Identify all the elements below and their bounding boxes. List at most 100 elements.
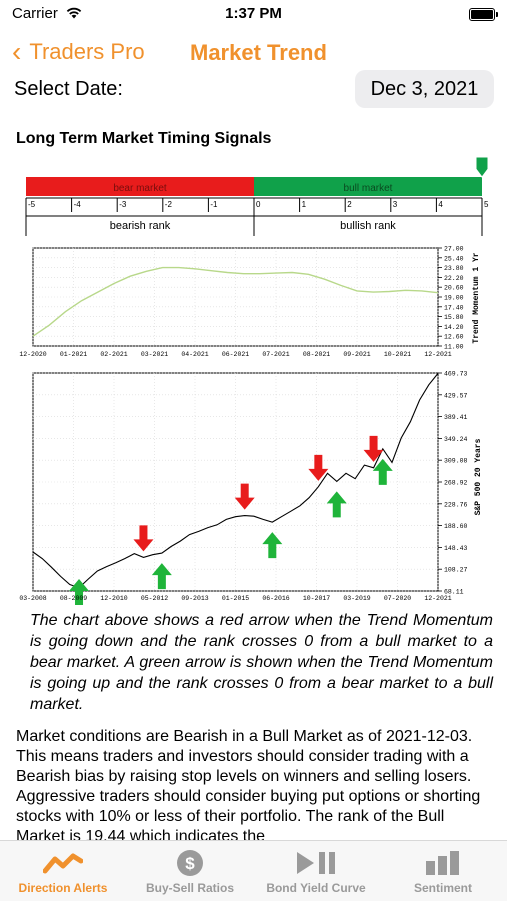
rank-tick-label: -4 [74,200,82,209]
rank-tick-label: 5 [484,200,489,209]
y-tick-label: 429.57 [444,392,468,399]
x-tick-label: 08-2021 [303,351,330,358]
battery-icon [469,8,498,21]
x-tick-label: 05-2012 [141,595,168,602]
y-tick-label: 389.41 [444,414,468,421]
x-tick-label: 09-2021 [343,351,370,358]
dollar-icon: $ [177,850,203,876]
x-tick-label: 10-2021 [384,351,411,358]
y-tick-label: 14.20 [444,324,464,331]
y-tick-label: 27.00 [444,246,464,253]
rank-tick-label: -5 [28,200,36,209]
play-pause-icon [297,852,335,874]
y-tick-label: 19.00 [444,295,464,302]
rank-tick-label: 3 [393,200,398,209]
svg-text:$: $ [185,854,195,873]
y-tick-label: 15.80 [444,314,464,321]
y-tick-label: 12.60 [444,334,464,341]
back-button-label: Traders Pro [29,39,145,64]
x-tick-label: 02-2021 [100,351,127,358]
bearish-rank-label: bearish rank [110,220,171,232]
trend-momentum-line [32,266,439,337]
red-arrow-down-icon [363,435,384,462]
status-bar: Carrier 1:37 PM [0,0,507,30]
rank-tick-label: 4 [438,200,443,209]
x-tick-label: 12-2021 [424,595,451,602]
tab-buy-sell-ratios[interactable]: $ Buy-Sell Ratios [127,841,253,901]
y-tick-label: 20.60 [444,285,464,292]
x-tick-label: 12-2021 [424,351,451,358]
x-tick-label: 10-2017 [303,595,330,602]
tab-label: Sentiment [413,881,472,895]
y-tick-label: 25.40 [444,255,464,262]
x-tick-label: 09-2013 [181,595,208,602]
date-label: Select Date: [14,78,123,100]
x-tick-label: 03-2021 [141,351,168,358]
y-tick-label: 188.60 [444,523,468,530]
x-tick-label: 12-2020 [19,351,46,358]
rank-tick-label: -1 [210,200,218,209]
rank-tick-label: 1 [302,200,307,209]
nav-bar: ‹ Traders Pro Market Trend [0,32,507,72]
rank-tick-label: 0 [256,200,261,209]
x-tick-label: 07-2020 [384,595,411,602]
wifi-icon [66,7,82,19]
page-title: Market Trend [190,40,327,65]
x-tick-label: 03-2019 [343,595,370,602]
y-tick-label: 228.76 [444,501,468,508]
red-arrow-down-icon [308,454,329,481]
bar-chart-icon [426,851,459,875]
date-row: Select Date: Dec 3, 2021 [0,70,507,110]
bull-market-label: bull market [344,183,393,194]
rank-tick-label: -3 [119,200,127,209]
bull-market-bar [254,177,482,196]
date-picker-button[interactable]: Dec 3, 2021 [355,70,494,108]
tab-bond-yield-curve[interactable]: Bond Yield Curve [253,841,379,901]
tab-label: Buy-Sell Ratios [145,881,235,895]
x-tick-label: 08-2009 [60,595,87,602]
chart-caption: The chart above shows a red arrow when t… [30,612,493,713]
x-tick-label: 12-2010 [100,595,127,602]
y-tick-label: 17.40 [444,304,464,311]
rank-marker-icon [475,156,489,178]
y-tick-label: 22.20 [444,275,464,282]
sp500-line [32,373,439,589]
trend-y-axis-label: Trend Momentum 1 Yr [472,252,481,343]
carrier-label: Carrier [12,5,82,22]
rank-tick-label: 2 [347,200,352,209]
status-time: 1:37 PM [225,5,282,22]
y-tick-label: 11.00 [444,344,464,351]
y-tick-label: 268.92 [444,480,468,487]
tab-sentiment[interactable]: Sentiment [380,841,506,901]
market-conditions-text: Market conditions are Bearish in a Bull … [16,728,481,845]
tab-direction-alerts[interactable]: Direction Alerts [0,841,126,901]
x-tick-label: 07-2021 [262,351,289,358]
tab-bar: Direction Alerts $ Buy-Sell Ratios Bond … [0,840,507,901]
sp500-chart: 469.73 429.57 389.41 349.24 309.08 268.92 228.… [19,371,483,605]
y-tick-label: 148.43 [444,545,468,552]
y-tick-label: 349.24 [444,436,468,443]
y-tick-label: 68.11 [444,589,464,596]
x-tick-label: 04-2021 [181,351,208,358]
x-tick-label: 06-2016 [262,595,289,602]
bear-market-label: bear market [113,183,167,194]
green-arrow-up-icon [262,532,283,559]
rank-tick-label: -2 [165,200,173,209]
trend-icon [43,853,83,874]
y-tick-label: 309.08 [444,458,468,465]
x-tick-label: 01-2015 [222,595,249,602]
green-arrow-up-icon [69,579,90,605]
green-arrow-up-icon [372,458,393,485]
bear-market-bar [26,177,254,196]
red-arrow-down-icon [133,525,154,552]
y-tick-label: 23.80 [444,265,464,272]
back-button[interactable]: ‹ Traders Pro [12,38,145,66]
section-title: Long Term Market Timing Signals [16,130,272,147]
green-arrow-up-icon [151,563,172,590]
trend-momentum-chart: 27.00 25.40 23.80 22.20 20.60 19.00 17.40 15.80… [19,246,481,359]
green-arrow-up-icon [326,491,347,518]
red-arrow-down-icon [234,483,255,510]
rank-chart: bear market bull market -5 -4 -3 -2 -1 0 1 2 3 4 5… [25,156,489,236]
x-tick-label: 03-2008 [19,595,46,602]
tab-label: Direction Alerts [18,881,108,895]
